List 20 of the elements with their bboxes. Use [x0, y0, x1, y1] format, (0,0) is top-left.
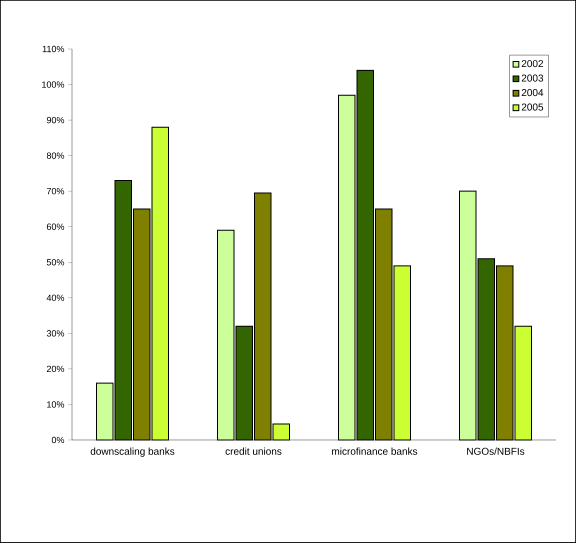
x-tick-label: credit unions [226, 448, 282, 455]
y-tick-label: 30% [46, 330, 64, 337]
legend-label: 2003 [522, 74, 544, 82]
y-tick-label: 40% [46, 294, 64, 301]
y-tick-label: 100% [42, 81, 64, 88]
y-tick-label: 110% [42, 46, 64, 52]
x-tick-label: NGOs/NBFIs [467, 448, 524, 455]
y-tick-label: 60% [46, 224, 64, 230]
y-tick-label: 50% [46, 259, 64, 266]
legend-label: 2002 [522, 60, 544, 68]
y-tick-label: 0% [52, 436, 64, 444]
legend-label: 2005 [522, 104, 544, 111]
x-tick-label: microfinance banks [332, 448, 418, 455]
y-tick-label: 20% [46, 366, 64, 372]
y-tick-label: 80% [46, 152, 64, 159]
x-tick-label: downscaling banks [90, 448, 174, 457]
y-tick-label: 90% [46, 116, 64, 124]
y-tick-label: 10% [47, 401, 64, 408]
legend-label: 2004 [522, 89, 544, 96]
y-tick-label: 70% [46, 188, 64, 194]
